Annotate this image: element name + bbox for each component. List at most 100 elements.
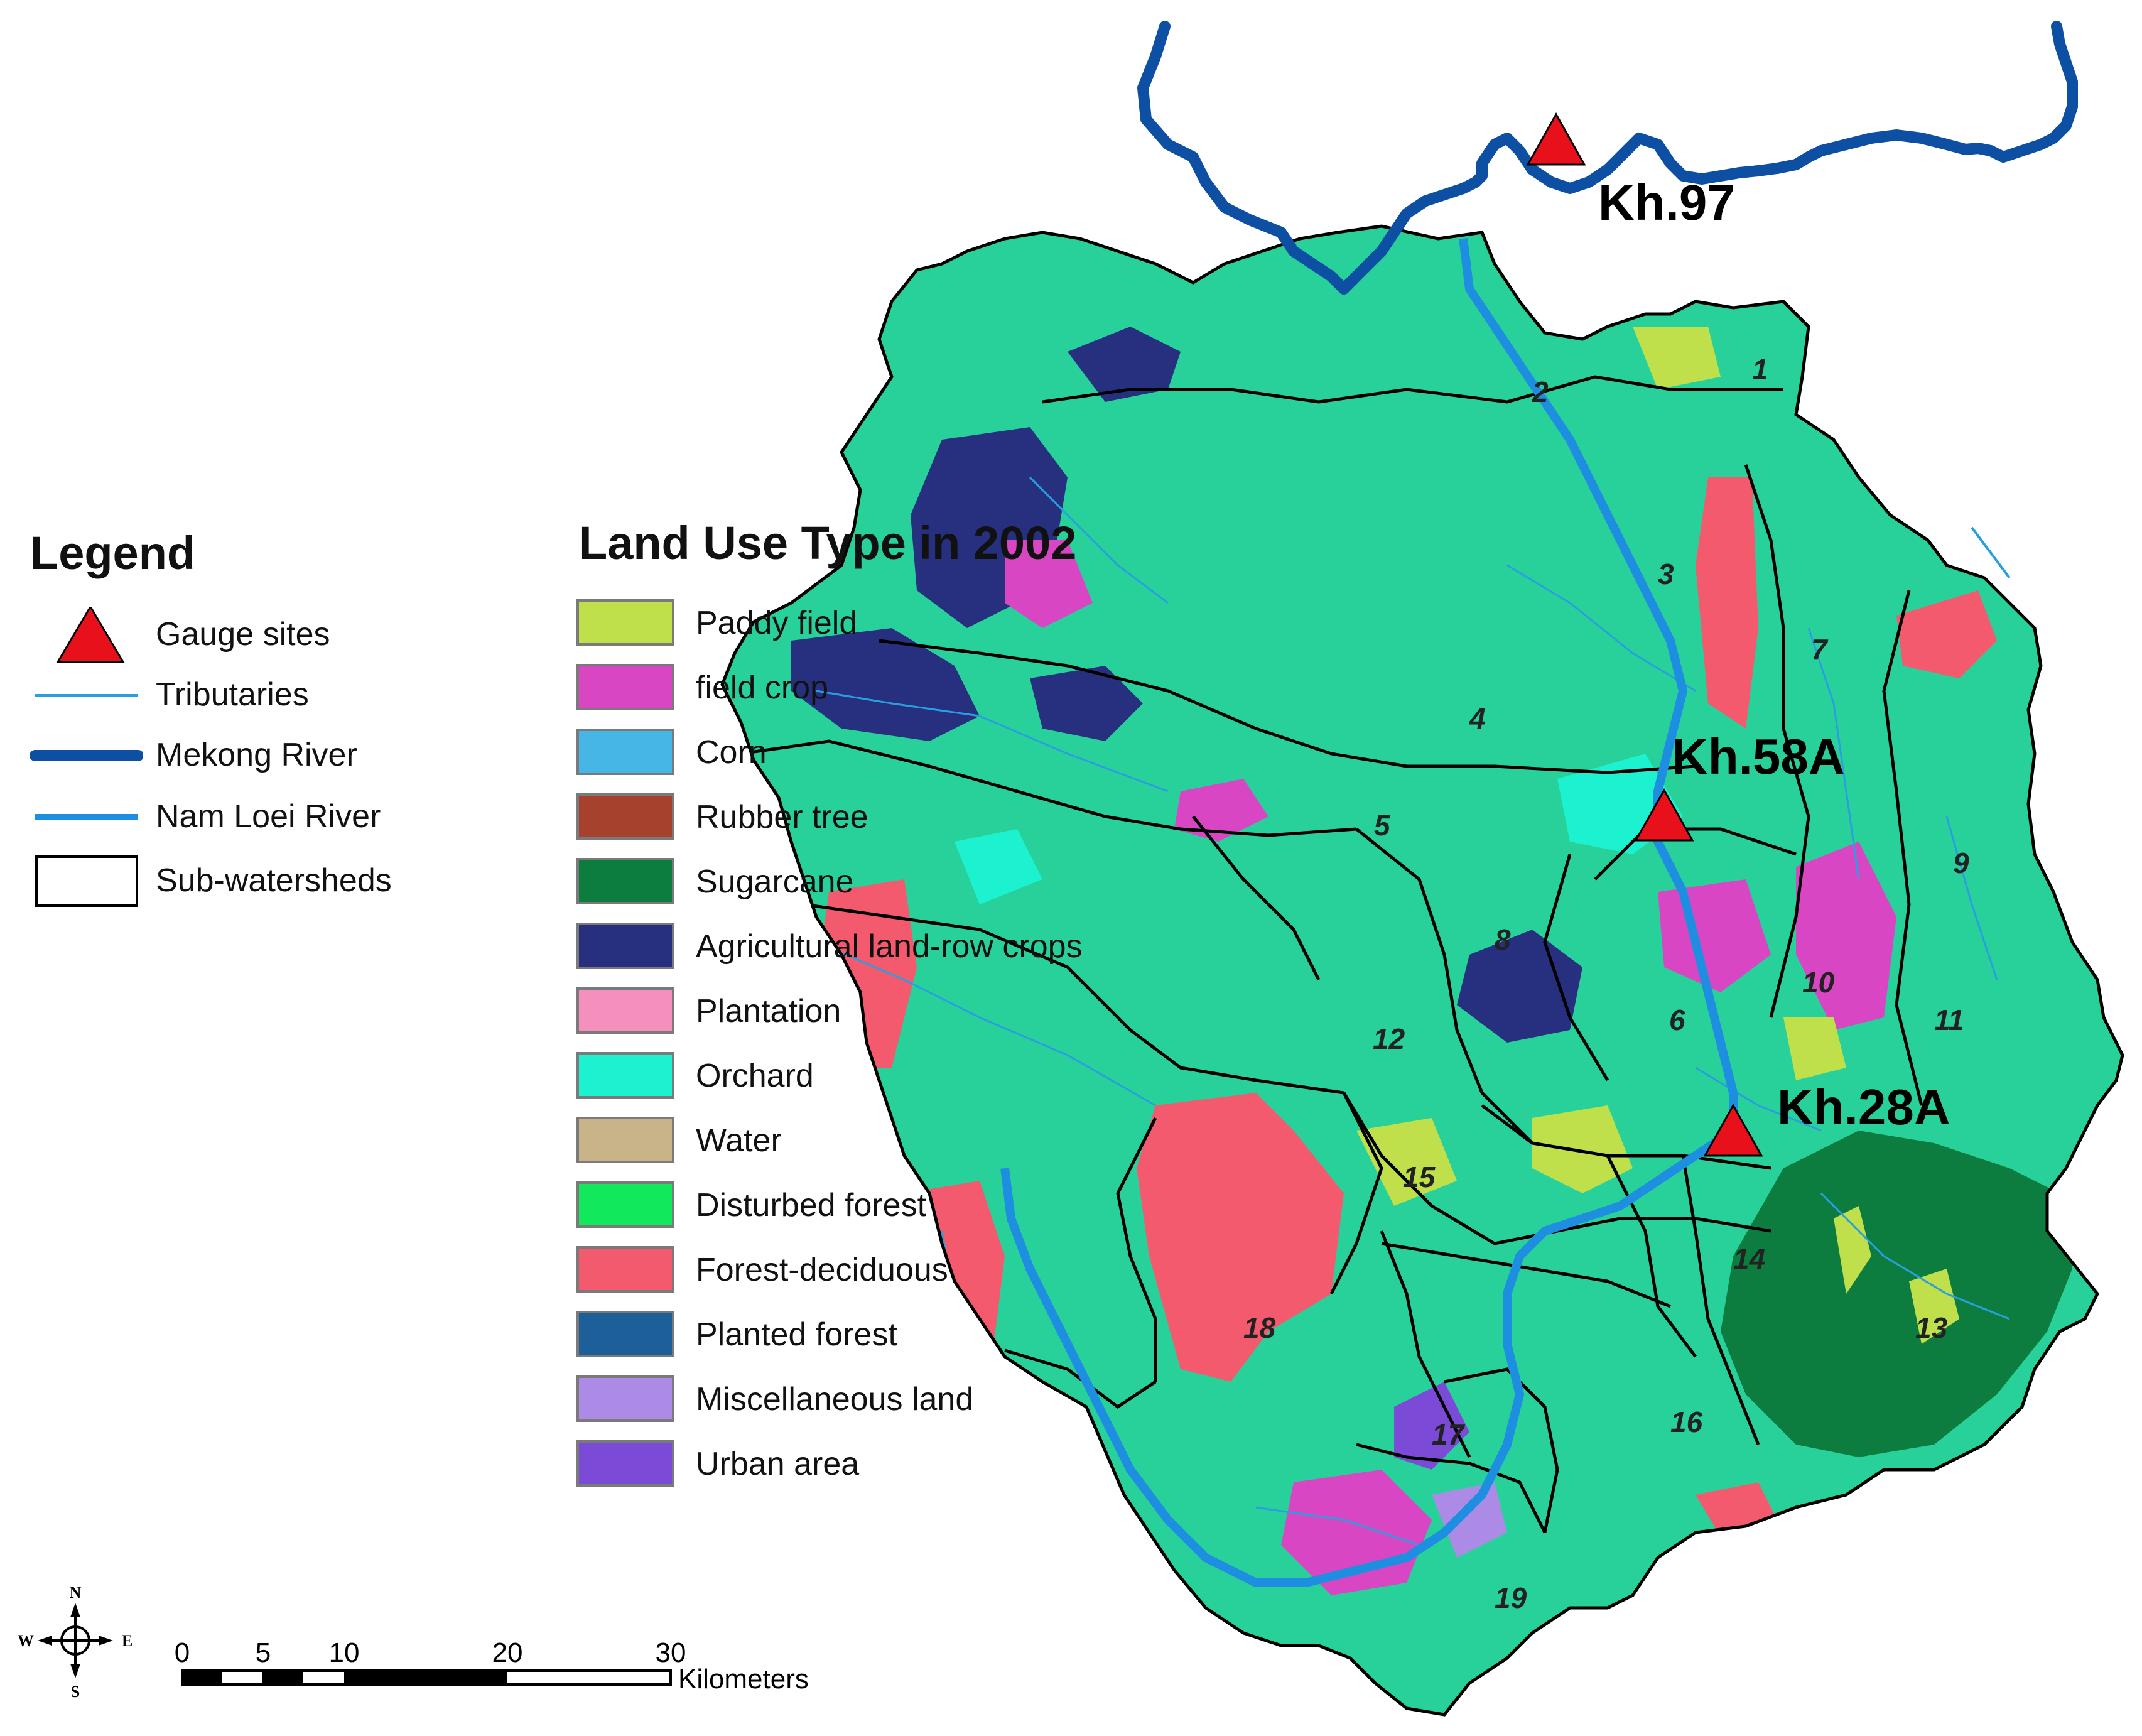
- subwatershed-label-18: 18: [1243, 1311, 1276, 1344]
- land-use-item: Forest-deciduous: [576, 1245, 1204, 1298]
- legend-item-gauge: Gauge sites: [30, 607, 507, 663]
- land-use-label: Planted forest: [696, 1316, 897, 1353]
- land-use-label: field crop: [696, 670, 828, 706]
- mekong-line-icon: [30, 750, 143, 761]
- land-use-item: Agricultural land-row crops: [576, 921, 1204, 974]
- land-use-swatch: [576, 1117, 674, 1163]
- gauge-triangle-icon: [1634, 788, 1694, 842]
- land-use-label: Miscellaneous land: [696, 1381, 974, 1418]
- nam-loei-river: [1000, 238, 1738, 1587]
- compass-s: S: [71, 1683, 80, 1701]
- subwatershed-label-13: 13: [1915, 1311, 1948, 1344]
- legend-item-tributaries: Tributaries: [30, 667, 507, 724]
- land-use-label: Forest-deciduous: [696, 1252, 948, 1288]
- land-use-swatch: [576, 923, 674, 969]
- subwatershed-label-2: 2: [1532, 376, 1549, 408]
- legend-label-gauge: Gauge sites: [156, 616, 330, 653]
- land-use-swatch: [576, 1052, 674, 1099]
- subwatershed-label-11: 11: [1934, 1004, 1964, 1036]
- nam-loei-line-icon: [35, 814, 138, 820]
- sub-watershed-boundaries: [740, 375, 1923, 1534]
- subwatershed-labels: 1 2 3 4 5 6 7 8 9 10 11 12 13 14 15 16 1…: [1243, 353, 1969, 1614]
- gauge-label-kh28a: Kh.28A: [1777, 1079, 1950, 1135]
- land-use-swatch: [576, 793, 674, 840]
- subwatershed-label-10: 10: [1802, 966, 1835, 999]
- scale-tick-10: 10: [329, 1637, 360, 1668]
- sub-watershed-box-icon: [35, 855, 138, 907]
- gauge-kh28a: Kh.28A: [1703, 1079, 1950, 1157]
- land-use-item: Water: [576, 1115, 1204, 1168]
- land-use-title: Land Use Type in 2002: [579, 517, 1077, 569]
- tributary-line-icon: [35, 694, 138, 697]
- gauge-kh58a: Kh.58A: [1634, 729, 1845, 842]
- subwatershed-label-16: 16: [1670, 1406, 1703, 1438]
- land-use-item: Miscellaneous land: [576, 1374, 1204, 1427]
- legend-label-tributaries: Tributaries: [156, 676, 309, 713]
- scale-bar: 0 5 10 20 30 Kilometers: [175, 1637, 809, 1695]
- land-use-label: Urban area: [696, 1446, 860, 1482]
- compass-w: W: [18, 1632, 34, 1650]
- land-use-label: Sugarcane: [696, 864, 854, 900]
- subwatershed-label-19: 19: [1495, 1581, 1527, 1614]
- land-use-label: Rubber tree: [696, 799, 868, 835]
- east-tributary: [1971, 526, 2011, 579]
- land-use-item: Plantation: [576, 986, 1204, 1039]
- subwatershed-label-9: 9: [1953, 847, 1969, 879]
- land-use-swatch: [576, 599, 674, 646]
- land-use-item: Paddy field: [576, 598, 1204, 651]
- scale-tick-30: 30: [656, 1637, 686, 1668]
- scale-tick-20: 20: [492, 1637, 523, 1668]
- gauge-kh97: Kh.97: [1526, 112, 1735, 231]
- land-use-item: Orchard: [576, 1051, 1204, 1104]
- gauge-triangle-icon: [56, 607, 125, 663]
- land-use-item: Sugarcane: [576, 857, 1204, 909]
- land-use-swatch: [576, 1246, 674, 1293]
- scale-tick-5: 5: [256, 1637, 271, 1668]
- land-use-label: Orchard: [696, 1058, 814, 1094]
- land-use-swatch: [576, 1375, 674, 1422]
- subwatershed-label-5: 5: [1374, 809, 1391, 842]
- land-use-swatch: [576, 858, 674, 904]
- legend-label-nam-loei: Nam Loei River: [156, 798, 381, 835]
- subwatershed-label-17: 17: [1432, 1418, 1466, 1451]
- land-use-label: Plantation: [696, 993, 841, 1029]
- land-use-label: Agricultural land-row crops: [696, 928, 1083, 965]
- legend-item-nam-loei: Nam Loei River: [30, 789, 507, 845]
- subwatershed-label-1: 1: [1752, 353, 1768, 386]
- subwatershed-label-3: 3: [1658, 558, 1674, 590]
- land-use-swatch: [576, 664, 674, 710]
- gauge-triangle-icon: [1703, 1103, 1763, 1157]
- legend-item-mekong: Mekong River: [30, 727, 507, 784]
- legend-item-sub-watersheds: Sub-watersheds: [30, 853, 507, 909]
- land-use-swatch: [576, 729, 674, 775]
- land-use-item: Rubber tree: [576, 792, 1204, 845]
- land-use-label: Water: [696, 1122, 782, 1159]
- subwatershed-label-8: 8: [1495, 923, 1511, 956]
- gauge-triangle-icon: [1526, 112, 1586, 166]
- legend-label-mekong: Mekong River: [156, 737, 357, 773]
- legend-label-sub-watersheds: Sub-watersheds: [156, 862, 392, 899]
- land-use-item: field crop: [576, 663, 1204, 715]
- scale-tick-0: 0: [175, 1637, 190, 1668]
- compass-e: E: [122, 1632, 133, 1650]
- land-use-item: Planted forest: [576, 1310, 1204, 1362]
- subwatershed-label-4: 4: [1469, 702, 1486, 735]
- mekong-river: [1137, 21, 2078, 295]
- land-use-item: Disturbed forest: [576, 1180, 1204, 1233]
- land-use-label: Corn: [696, 734, 767, 771]
- gauge-label-kh58a: Kh.58A: [1672, 729, 1845, 784]
- land-use-swatch: [576, 1440, 674, 1487]
- land-use-swatch: [576, 1311, 674, 1357]
- land-use-label: Disturbed forest: [696, 1187, 927, 1223]
- compass-n: N: [70, 1583, 82, 1602]
- subwatershed-label-7: 7: [1811, 633, 1829, 666]
- legend-title: Legend: [30, 527, 196, 579]
- gauge-label-kh97: Kh.97: [1598, 175, 1735, 231]
- scale-unit: Kilometers: [678, 1664, 809, 1695]
- land-use-label: Paddy field: [696, 605, 858, 641]
- compass-rose-icon: N S E W: [18, 1583, 133, 1701]
- subwatershed-label-14: 14: [1733, 1242, 1765, 1275]
- subwatershed-label-15: 15: [1403, 1161, 1436, 1193]
- subwatershed-label-12: 12: [1373, 1023, 1405, 1055]
